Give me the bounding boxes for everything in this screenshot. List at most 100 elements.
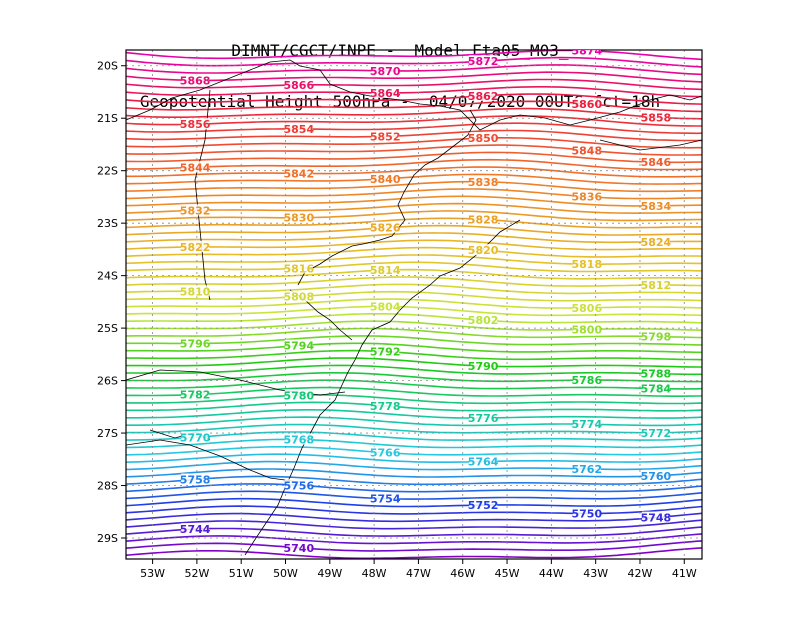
contour-line [126,526,702,537]
contour-label: 5874 [571,45,602,58]
contour-label-bg [572,190,601,202]
contour-line [126,298,702,309]
contour-label: 5802 [468,314,499,327]
contour-line [126,107,702,120]
contour-label-bg [641,426,670,438]
contour-line [126,547,702,559]
contour-line [126,438,702,449]
contour-label-bg [181,204,210,216]
contour-line [126,416,702,427]
contour-line [126,195,702,207]
contour-label-bg [181,523,210,535]
contour-line [126,446,702,456]
contour-label: 5776 [468,412,499,425]
contour-label: 5752 [468,499,499,512]
contour-label: 5766 [370,447,401,460]
contour-label-bg [641,156,670,168]
contour-label-bg [284,78,313,90]
contour-line [126,327,702,339]
contour-line [126,50,702,61]
contour-line [126,394,702,405]
contour-label-bg [181,337,210,349]
contour-label-bg [572,507,601,519]
contour-line [126,100,702,113]
lon-tick-label: 42W [628,567,653,580]
contour-line [126,144,702,156]
contour-label-bg [284,211,313,223]
contour-label: 5866 [283,79,314,92]
contour-label: 5864 [370,87,401,100]
contour-label: 5822 [180,241,211,254]
contour-line [126,276,702,287]
contour-label: 5820 [468,244,499,257]
contour-line [126,505,702,515]
contour-label-bg [469,175,498,187]
contour-label-bg [371,345,400,357]
contour-line [126,409,702,419]
contour-line [126,188,702,200]
contour-label-bg [181,388,210,400]
contour-line [126,386,702,397]
contour-label-bg [469,314,498,326]
contour-label-bg [469,132,498,144]
contour-label: 5756 [283,479,314,492]
contour-label: 5848 [571,144,602,157]
contour-label-bg [469,213,498,225]
contour-label: 5800 [571,323,602,336]
contour-label-bg [181,473,210,485]
contour-label-bg [469,499,498,511]
contour-label-bg [572,374,601,386]
contour-label-bg [371,300,400,312]
lon-tick-label: 53W [140,567,165,580]
lon-tick-label: 52W [184,567,209,580]
lon-tick-label: 49W [317,567,342,580]
contour-line [126,246,702,258]
lat-tick-label: 21S [97,112,118,125]
contour-label-bg [371,221,400,233]
lon-tick-label: 41W [672,567,697,580]
contour-label-bg [284,290,313,302]
contour-label-bg [371,446,400,458]
contour-label: 5778 [370,400,401,413]
contour-line [126,56,702,68]
contour-label: 5856 [180,118,211,131]
lon-tick-label: 47W [406,567,431,580]
contour-label: 5838 [468,176,499,189]
contour-label: 5828 [468,213,499,226]
contour-label-bg [641,235,670,247]
contour-label-bg [284,262,313,274]
contour-label: 5750 [571,507,602,520]
lon-tick-label: 50W [273,567,298,580]
contour-label-bg [572,97,601,109]
contour-label-bg [572,462,601,474]
contour-label-bg [572,258,601,270]
contour-label: 5770 [180,431,211,444]
contour-label-bg [371,264,400,276]
contour-label-bg [641,199,670,211]
contour-label: 5780 [283,389,314,402]
contour-line [126,202,702,215]
contour-label: 5854 [283,123,314,136]
contour-label-bg [284,433,313,445]
contour-label: 5794 [283,340,314,353]
contour-label-bg [572,418,601,430]
contour-line [126,512,702,523]
lon-tick-label: 48W [362,567,387,580]
lon-tick-label: 43W [583,567,608,580]
contour-line [126,453,702,463]
contour-line [126,540,702,552]
contour-label: 5814 [370,264,401,277]
contour-label: 5872 [468,55,499,68]
contour-label: 5748 [641,512,672,525]
lat-tick-label: 28S [97,480,118,493]
contour-label-bg [572,50,601,56]
contour-line [126,239,702,251]
contour-line [126,431,702,441]
contour-label-bg [284,167,313,179]
contour-label-bg [641,111,670,123]
contour-line [126,122,702,135]
contour-label-bg [181,285,210,297]
contour-line [126,78,702,91]
contour-label: 5812 [641,279,672,292]
